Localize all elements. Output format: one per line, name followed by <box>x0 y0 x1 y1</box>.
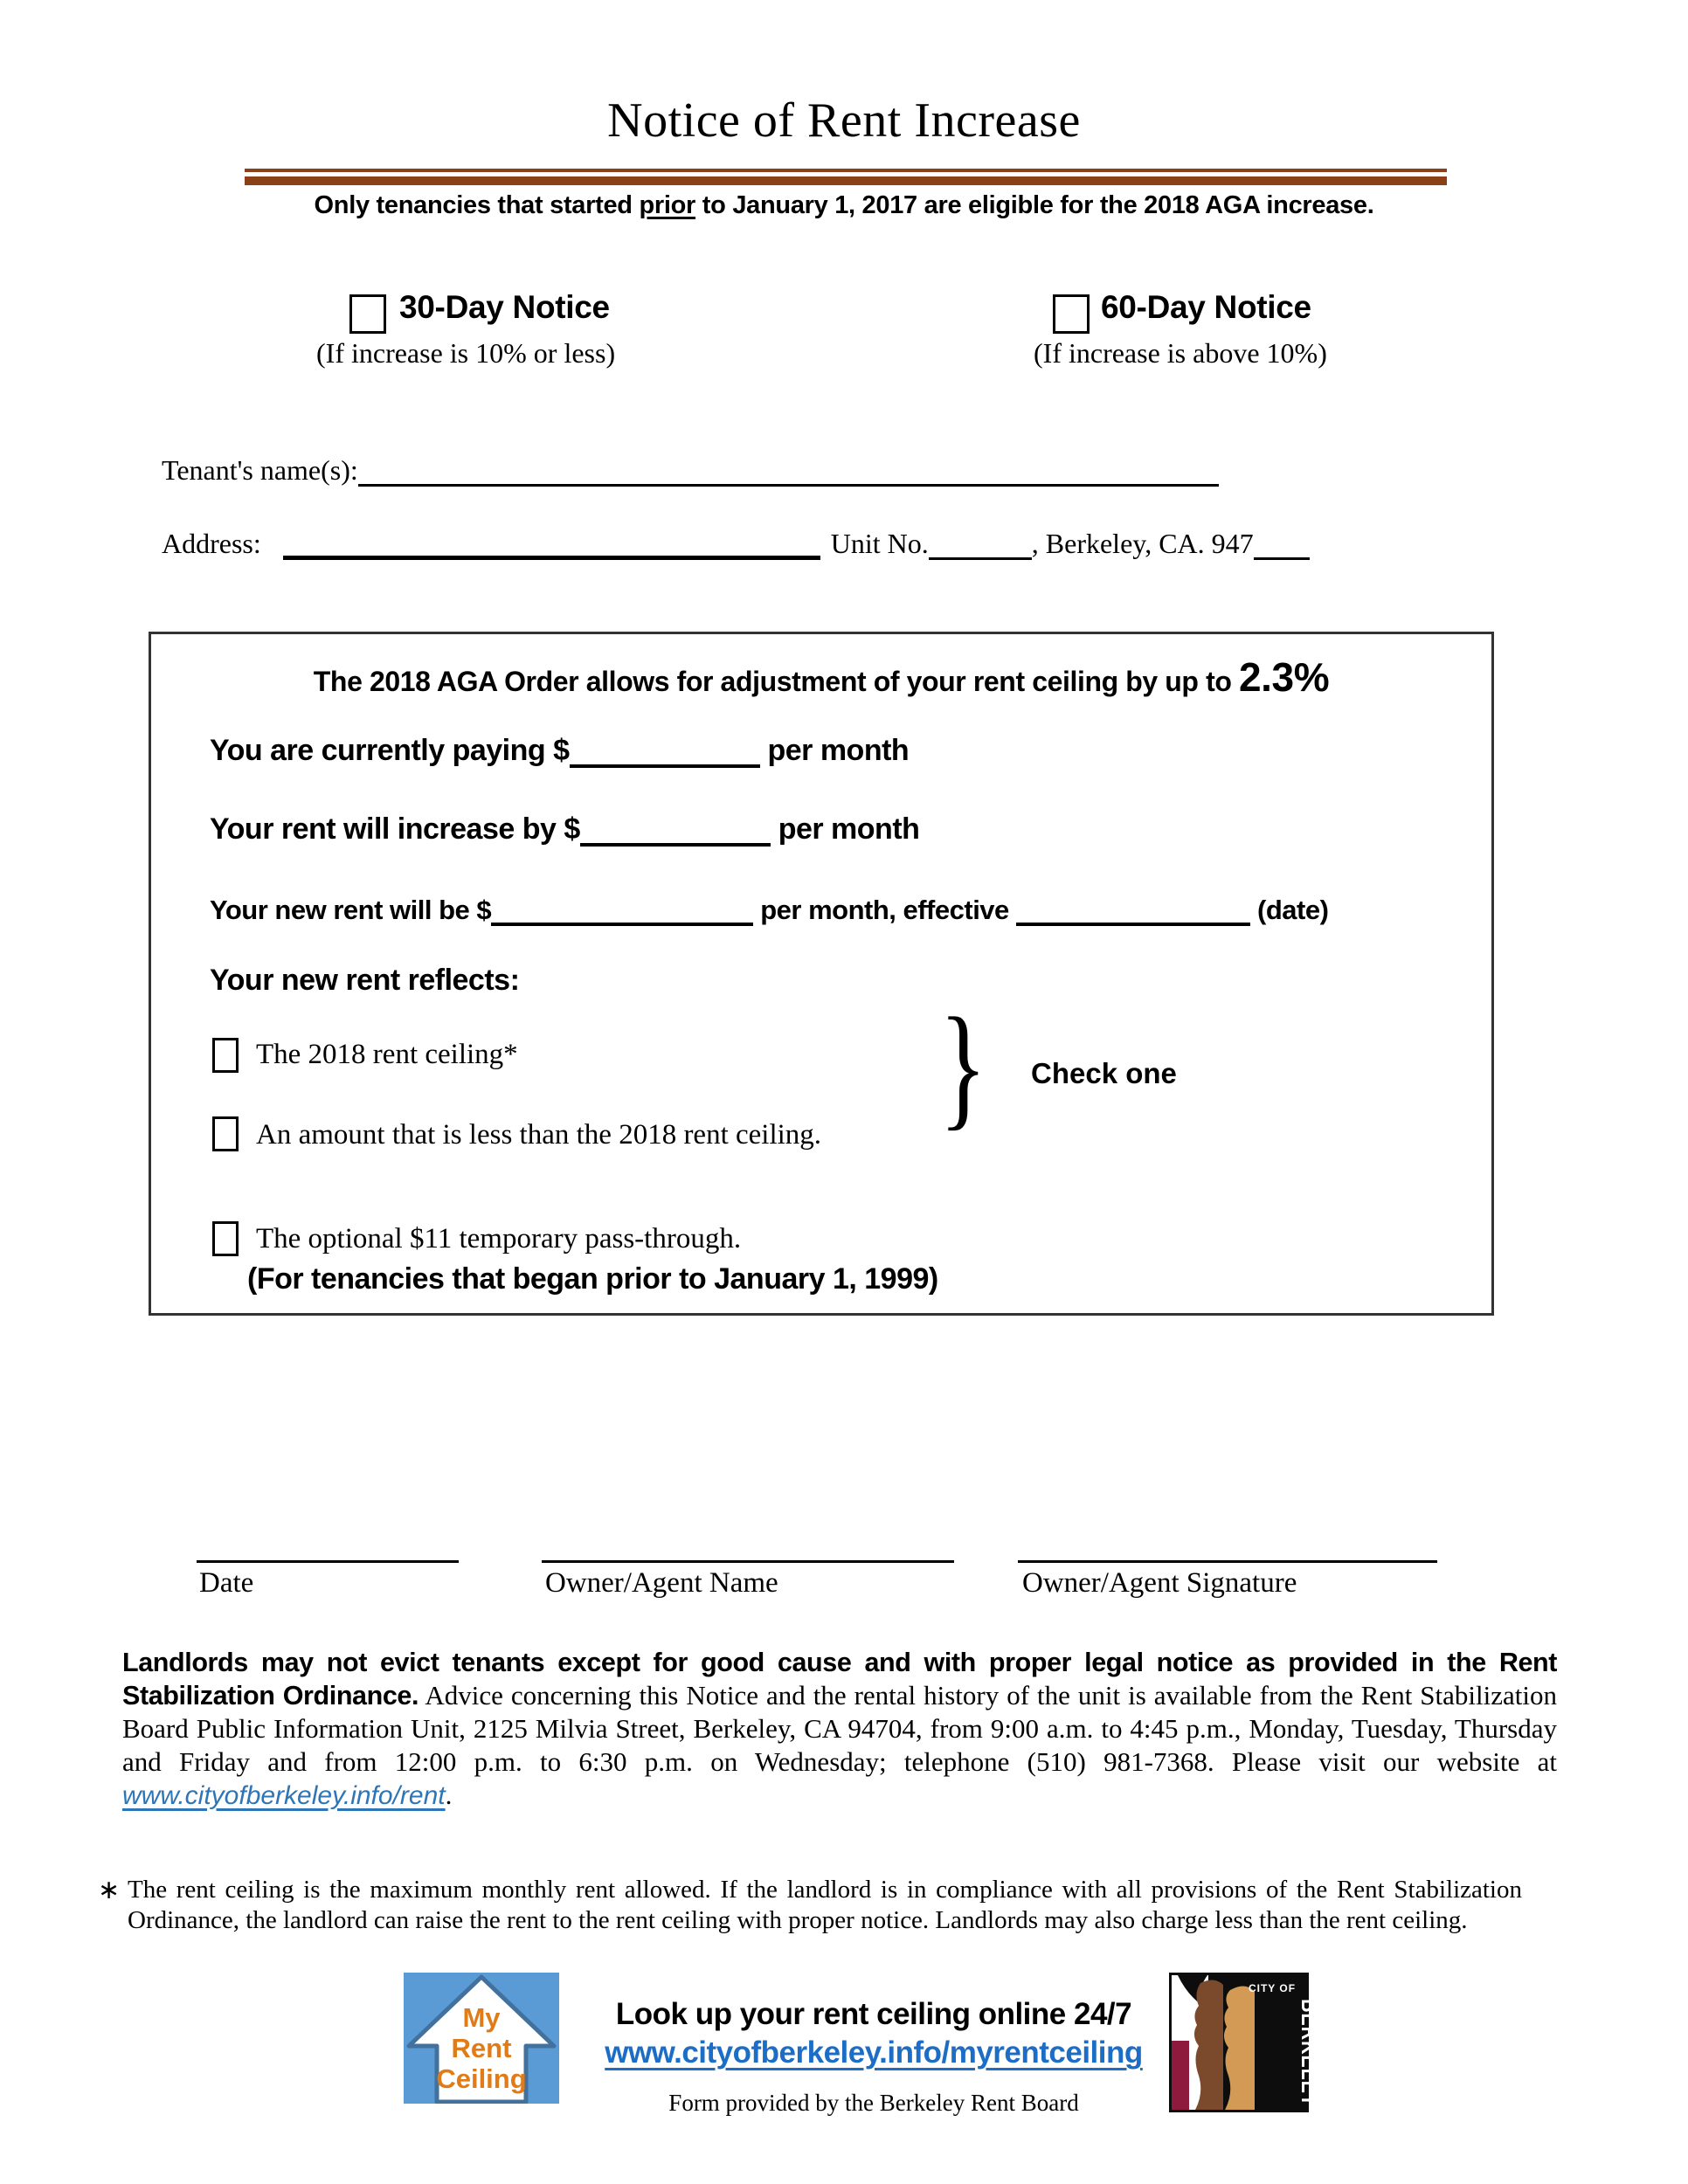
my-rent-ceiling-logo: My Rent Ceiling <box>404 1973 559 2108</box>
reflects-heading: Your new rent reflects: <box>210 964 520 997</box>
effective-date-field[interactable] <box>1015 898 1250 926</box>
owner-signature-line[interactable] <box>1018 1560 1437 1563</box>
legal-body: Advice concerning this Notice and the re… <box>122 1680 1557 1777</box>
city-of-berkeley-logo: CITY OF BERKELEY <box>1169 1973 1323 2117</box>
form-provided-text: Form provided by the Berkeley Rent Board <box>668 2090 1079 2116</box>
new-rent-line: Your new rent will be $ per month, effec… <box>210 895 1329 926</box>
logo-text-ceiling: Ceiling <box>436 2063 526 2094</box>
berkeley-maroon-stripe <box>1172 2041 1189 2110</box>
check-one-label: Check one <box>1031 1057 1177 1089</box>
owner-signature-label: Owner/Agent Signature <box>1022 1567 1297 1599</box>
house-arrow-icon <box>406 1974 557 2105</box>
header-rule <box>245 169 1447 185</box>
tenant-name-row: Tenant's name(s): <box>162 454 1219 487</box>
30-day-notice-label: 30-Day Notice <box>399 289 610 325</box>
passthrough-checkbox[interactable] <box>212 1221 239 1256</box>
eligibility-note: Only tenancies that started prior to Jan… <box>314 191 1374 219</box>
myrentceiling-link-row: www.cityofberkeley.info/myrentceiling <box>542 2035 1206 2070</box>
legal-paragraph: Landlords may not evict tenants except f… <box>122 1648 1557 1810</box>
less-than-ceiling-option: An amount that is less than the 2018 ren… <box>256 1119 822 1151</box>
berkeley-brown-profile <box>1193 1980 1223 2110</box>
eviction-warning: Landlords may not evict tenants except f… <box>122 1648 1557 1711</box>
unit-field[interactable] <box>928 531 1032 560</box>
city-suffix: , Berkeley, CA. 947 <box>1031 528 1254 559</box>
30-day-notice-checkbox[interactable] <box>349 294 386 334</box>
passthrough-note: (For tenancies that began prior to Janua… <box>247 1262 938 1296</box>
tenant-name-field[interactable] <box>357 458 1219 487</box>
current-rent-line: You are currently paying $ per month <box>210 734 910 768</box>
rent-increase-line: Your rent will increase by $ per month <box>210 812 920 847</box>
asterisk-marker: ∗ <box>98 1876 121 1904</box>
passthrough-option: The optional $11 temporary pass-through. <box>256 1223 742 1254</box>
rent-ceiling-checkbox[interactable] <box>212 1038 239 1073</box>
date-signature-line[interactable] <box>197 1560 459 1563</box>
address-row: Address: Unit No. , Berkeley, CA. 947 <box>162 528 1310 560</box>
rent-ceiling-option: The 2018 rent ceiling* <box>256 1039 518 1070</box>
new-rent-field[interactable] <box>491 898 754 926</box>
rent-website-link[interactable]: www.cityofberkeley.info/rent <box>122 1781 446 1810</box>
60-day-notice-checkbox[interactable] <box>1053 294 1090 334</box>
myrentceiling-link[interactable]: www.cityofberkeley.info/myrentceiling <box>605 2035 1143 2070</box>
60-day-notice-label: 60-Day Notice <box>1101 289 1311 325</box>
less-than-ceiling-checkbox[interactable] <box>212 1116 239 1151</box>
tenant-name-label: Tenant's name(s): <box>162 454 358 486</box>
berkeley-name-text: BERKELEY <box>1297 1999 1309 2107</box>
30-day-notice-condition: (If increase is 10% or less) <box>316 337 616 369</box>
check-one-brace: } <box>939 990 987 1143</box>
rent-increase-field[interactable] <box>579 816 771 847</box>
current-rent-field[interactable] <box>569 737 760 768</box>
berkeley-tan-profile <box>1223 1986 1255 2110</box>
zip-field[interactable] <box>1253 531 1310 560</box>
60-day-notice-condition: (If increase is above 10%) <box>1034 337 1327 369</box>
underlined-prior: prior <box>639 191 696 219</box>
owner-name-line[interactable] <box>542 1560 954 1563</box>
address-field[interactable] <box>282 531 820 560</box>
address-label: Address: <box>162 528 261 559</box>
owner-name-label: Owner/Agent Name <box>545 1567 778 1599</box>
date-label: Date <box>199 1567 254 1599</box>
unit-label: Unit No. <box>830 528 929 559</box>
aga-adjustment-box <box>149 632 1494 1316</box>
lookup-text: Look up your rent ceiling online 24/7 <box>615 1997 1132 2031</box>
logo-text-my: My <box>462 2002 501 2033</box>
berkeley-city-of-text: CITY OF <box>1249 1982 1296 1994</box>
berkeley-hair-shape <box>1178 1975 1207 2004</box>
rent-ceiling-footnote: ∗ The rent ceiling is the maximum monthly… <box>98 1876 1522 1934</box>
logo-text-rent: Rent <box>452 2033 512 2063</box>
aga-heading: The 2018 AGA Order allows for adjustment… <box>313 654 1330 700</box>
page-title: Notice of Rent Increase <box>607 93 1081 148</box>
aga-percent: 2.3% <box>1238 654 1330 700</box>
